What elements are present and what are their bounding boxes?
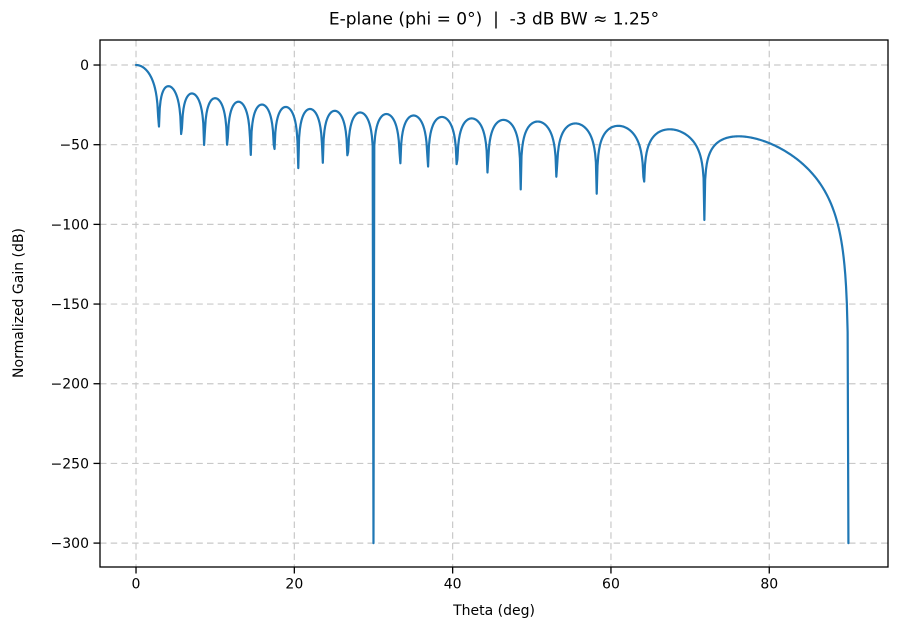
y-axis-label: Normalized Gain (dB) <box>11 228 27 378</box>
x-tick-label: 20 <box>285 577 303 593</box>
x-axis-label: Theta (deg) <box>452 603 535 619</box>
y-tick-label: −150 <box>51 297 89 313</box>
x-tick-label: 60 <box>602 577 620 593</box>
series-lines <box>134 63 850 545</box>
plot-border <box>99 39 889 568</box>
y-tick-label: −50 <box>59 138 89 154</box>
y-tick-label: −200 <box>51 377 89 393</box>
grid-lines <box>100 40 888 567</box>
chart-title: E-plane (phi = 0°) | -3 dB BW ≈ 1.25° <box>329 10 659 30</box>
y-tick-label: −300 <box>51 536 89 552</box>
axis-ticks <box>93 64 770 574</box>
x-tick-label: 80 <box>760 577 778 593</box>
gain-curve <box>134 63 850 545</box>
y-tick-label: −250 <box>51 456 89 472</box>
y-tick-label: 0 <box>80 58 89 74</box>
tick-labels: 0 20 40 60 80 0 −50 −100 −150 −200 −250 −300 <box>51 58 779 592</box>
x-tick-label: 40 <box>444 577 462 593</box>
y-tick-label: −100 <box>51 217 89 233</box>
x-tick-label: 0 <box>132 577 141 593</box>
